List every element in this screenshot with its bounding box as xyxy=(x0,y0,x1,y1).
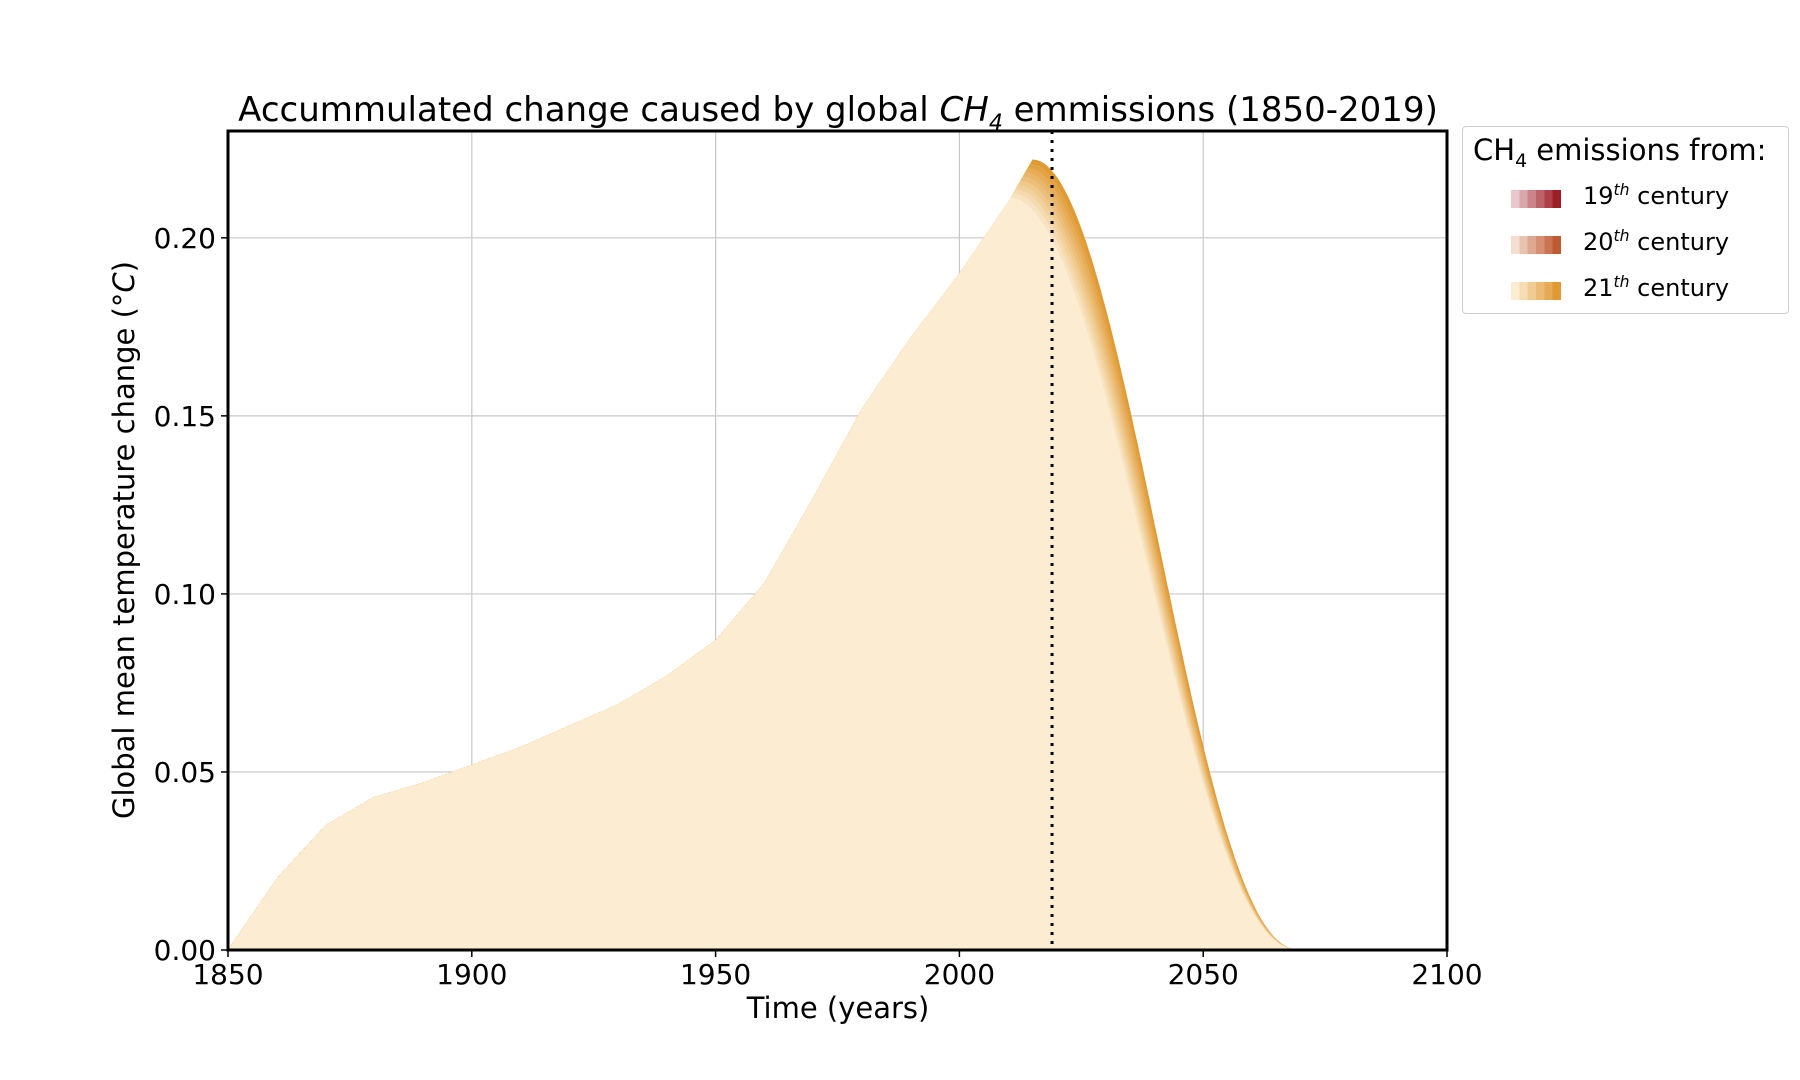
x-tick-label-2100: 2100 xyxy=(1411,958,1482,991)
legend-swatch-19th xyxy=(1511,190,1561,208)
x-tick-label-1900: 1900 xyxy=(436,958,507,991)
axis-ticks: 1850 1900 1950 2000 2050 2100 0.00 0.05 0.10 0.15… xyxy=(154,222,1483,991)
title-text-1: Accummulated change caused by global xyxy=(238,90,939,130)
area-series-group xyxy=(228,159,1447,950)
legend-title-rest: emissions from: xyxy=(1527,133,1767,167)
y-axis-label: Global mean temperature change (°C) xyxy=(107,261,141,819)
y-tick-label-0.15: 0.15 xyxy=(154,400,216,433)
legend-swatch-21st xyxy=(1511,282,1561,300)
chart-title: Accummulated change caused by global CH4… xyxy=(238,90,1438,136)
legend-title-subscript: 4 xyxy=(1515,150,1528,172)
y-axis-label-close: ) xyxy=(107,261,141,272)
y-axis-label-unit: C xyxy=(107,272,141,293)
title-text-2: emmissions (1850-2019) xyxy=(1003,90,1438,130)
area-2010s-band-1 xyxy=(228,197,1447,950)
legend-title: CH4 emissions from: xyxy=(1473,133,1766,172)
title-subscript: 4 xyxy=(989,111,1003,136)
legend-label-19th: 19th century xyxy=(1583,181,1730,210)
x-axis-label: Time (years) xyxy=(746,991,930,1025)
y-tick-label-0.20: 0.20 xyxy=(154,222,216,255)
y-tick-label-0.10: 0.10 xyxy=(154,578,216,611)
x-tick-label-2000: 2000 xyxy=(924,958,995,991)
x-tick-label-2050: 2050 xyxy=(1168,958,1239,991)
legend-swatch-20th xyxy=(1511,236,1561,254)
plot-frame xyxy=(226,129,1449,952)
x-tick-label-1850: 1850 xyxy=(192,958,263,991)
legend-label-20th: 20th century xyxy=(1583,227,1730,256)
legend-title-ch: CH xyxy=(1473,133,1516,167)
x-tick-label-1950: 1950 xyxy=(680,958,751,991)
legend: CH4 emissions from: 19th century 20th ce… xyxy=(1462,126,1789,314)
y-tick-label-0.05: 0.05 xyxy=(154,756,216,789)
title-ch: CH xyxy=(940,90,989,130)
y-axis-label-text: Global mean temperature change (° xyxy=(107,293,141,819)
y-tick-label-0.00: 0.00 xyxy=(154,934,216,967)
legend-label-21st: 21th century xyxy=(1583,273,1730,302)
